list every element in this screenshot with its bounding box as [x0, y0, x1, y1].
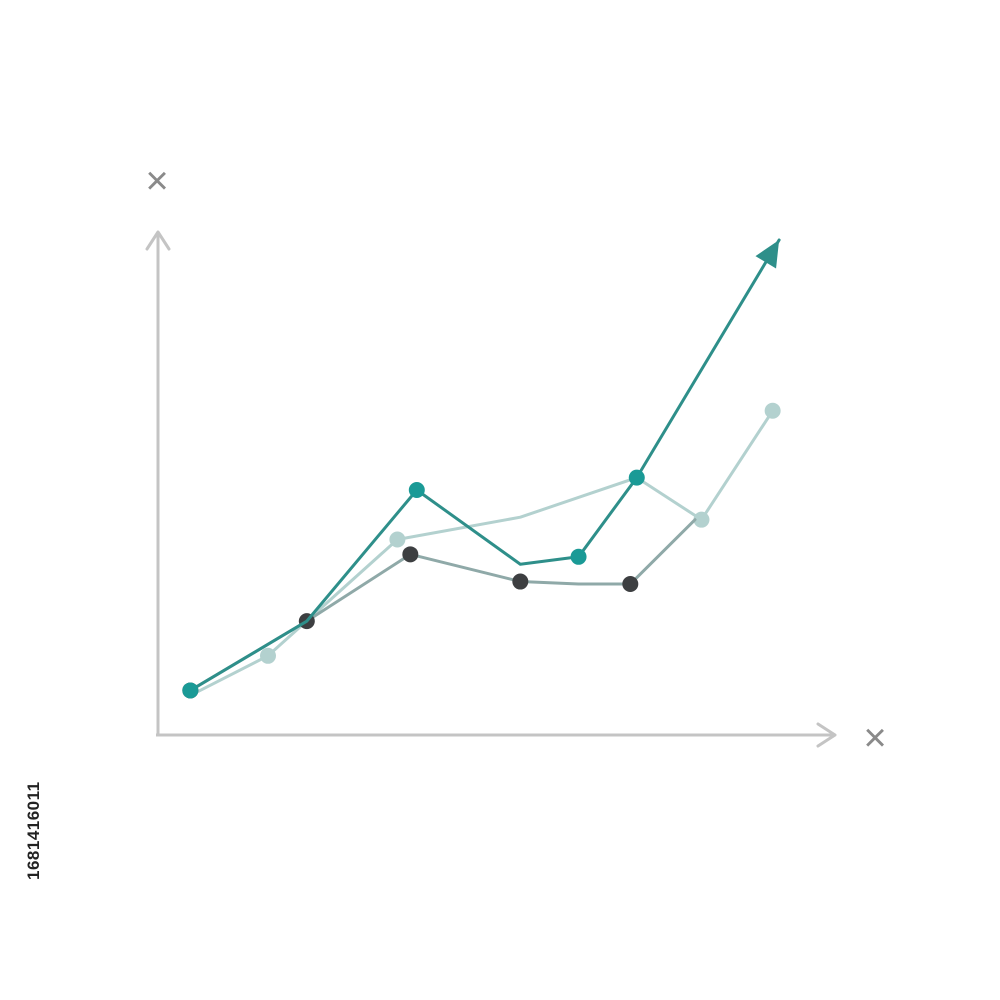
- series-2-point-2: [259, 647, 276, 664]
- watermark-id: 1681416011: [24, 781, 43, 880]
- series-1-point-3: [408, 481, 425, 498]
- x-axis-arrowhead: [816, 722, 837, 748]
- series-1-point-5: [570, 548, 587, 565]
- series-1-line: [188, 238, 781, 692]
- series-3-line: [188, 518, 697, 692]
- series-1-point-1: [182, 682, 199, 699]
- y-axis-arrowhead: [145, 230, 171, 251]
- series-2-point-3: [389, 531, 406, 548]
- series-3-point-6: [622, 576, 639, 593]
- y-axis-symbol: ×: [145, 159, 168, 203]
- series-3-point-4: [512, 573, 529, 590]
- series-2-point-7: [764, 402, 781, 419]
- series-2: [188, 402, 781, 697]
- series-1: [182, 238, 781, 699]
- series-1-arrowhead: [755, 240, 780, 269]
- series-2-line: [188, 409, 775, 697]
- series-2-point-6: [693, 511, 710, 528]
- series-1-point-6: [628, 469, 645, 486]
- series-3-point-3: [402, 546, 419, 563]
- series-layer: [182, 238, 781, 699]
- x-axis-symbol: ×: [863, 716, 886, 760]
- axes: [145, 230, 837, 748]
- series-3: [182, 518, 697, 699]
